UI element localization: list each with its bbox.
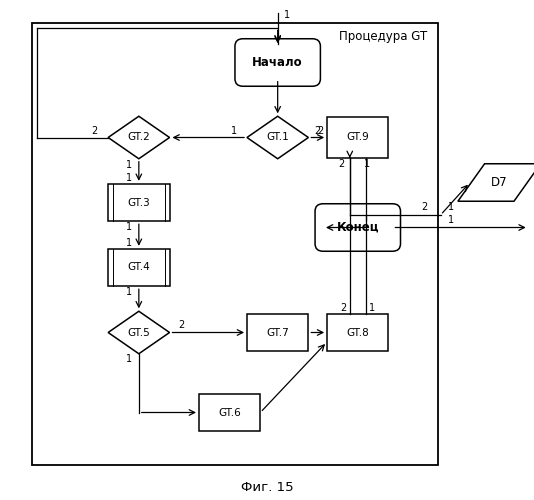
Text: 2: 2 bbox=[421, 202, 428, 212]
Text: 1: 1 bbox=[126, 287, 132, 297]
Text: GT.2: GT.2 bbox=[128, 132, 150, 142]
Text: 1: 1 bbox=[126, 238, 132, 248]
Text: 1: 1 bbox=[448, 215, 454, 225]
Bar bbox=[247, 314, 309, 351]
Text: 2: 2 bbox=[315, 126, 320, 136]
Text: 2: 2 bbox=[178, 320, 184, 330]
Text: GT.9: GT.9 bbox=[347, 132, 369, 142]
FancyBboxPatch shape bbox=[235, 39, 320, 86]
Text: 1: 1 bbox=[126, 354, 132, 364]
Polygon shape bbox=[458, 164, 534, 201]
Text: Процедура GT: Процедура GT bbox=[339, 30, 427, 43]
Bar bbox=[199, 394, 261, 431]
Text: 1: 1 bbox=[448, 202, 454, 212]
FancyBboxPatch shape bbox=[315, 204, 400, 251]
Text: 2: 2 bbox=[317, 126, 323, 136]
Text: 1: 1 bbox=[126, 222, 132, 232]
Text: 1: 1 bbox=[364, 159, 371, 169]
Bar bbox=[108, 184, 170, 221]
Text: 1: 1 bbox=[126, 160, 132, 170]
Text: GT.7: GT.7 bbox=[266, 328, 289, 338]
Text: 1: 1 bbox=[369, 302, 375, 313]
Text: 1: 1 bbox=[231, 126, 237, 136]
Text: 2: 2 bbox=[92, 126, 98, 136]
Polygon shape bbox=[247, 116, 309, 159]
Text: 2: 2 bbox=[338, 159, 344, 169]
Text: Фиг. 15: Фиг. 15 bbox=[241, 481, 293, 494]
Text: 2: 2 bbox=[340, 302, 347, 313]
Text: GT.5: GT.5 bbox=[128, 328, 150, 338]
Text: 1: 1 bbox=[284, 10, 290, 20]
Text: GT.8: GT.8 bbox=[347, 328, 369, 338]
Text: 1: 1 bbox=[126, 173, 132, 182]
Text: D7: D7 bbox=[491, 176, 508, 189]
Bar bbox=[108, 248, 170, 286]
Text: Начало: Начало bbox=[253, 56, 303, 69]
Text: GT.6: GT.6 bbox=[218, 408, 241, 418]
Polygon shape bbox=[108, 116, 170, 159]
Polygon shape bbox=[108, 311, 170, 354]
Bar bbox=[327, 314, 389, 351]
Text: Конец: Конец bbox=[336, 221, 379, 234]
Text: GT.4: GT.4 bbox=[128, 262, 150, 272]
Text: GT.1: GT.1 bbox=[266, 132, 289, 142]
Bar bbox=[327, 117, 389, 158]
Bar bbox=[32, 22, 438, 465]
Text: GT.3: GT.3 bbox=[128, 198, 150, 207]
